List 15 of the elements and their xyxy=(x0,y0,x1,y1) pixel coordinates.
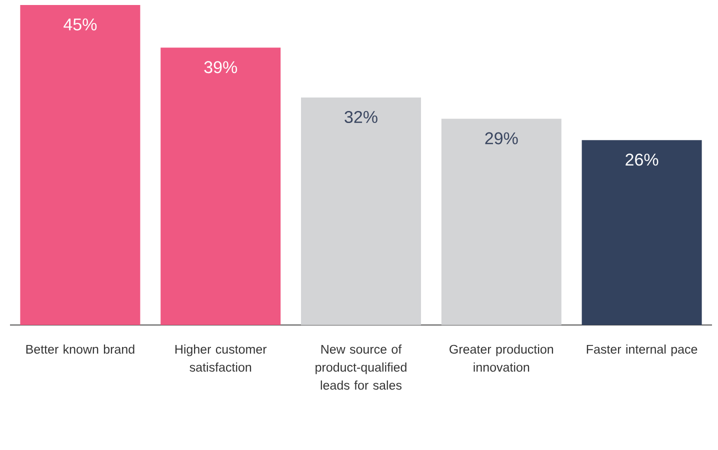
bar xyxy=(160,48,281,325)
data-label: 32% xyxy=(344,110,378,124)
data-label: 26% xyxy=(626,154,658,166)
x-tick-label: New source of product-qualified leads for sales xyxy=(316,344,406,390)
bar xyxy=(441,118,562,325)
data-label: 45% xyxy=(64,18,97,30)
x-tick-label: Better known brand xyxy=(26,344,134,354)
data-label: 29% xyxy=(485,132,518,144)
bar xyxy=(301,97,422,325)
x-tick-label: Faster internal pace xyxy=(586,344,698,356)
bar xyxy=(20,4,140,325)
data-label: 39% xyxy=(204,61,238,74)
x-tick-label: Greater production innovation xyxy=(450,344,554,372)
bar xyxy=(582,140,702,325)
x-tick-label: Higher customer satisfaction xyxy=(175,344,267,372)
